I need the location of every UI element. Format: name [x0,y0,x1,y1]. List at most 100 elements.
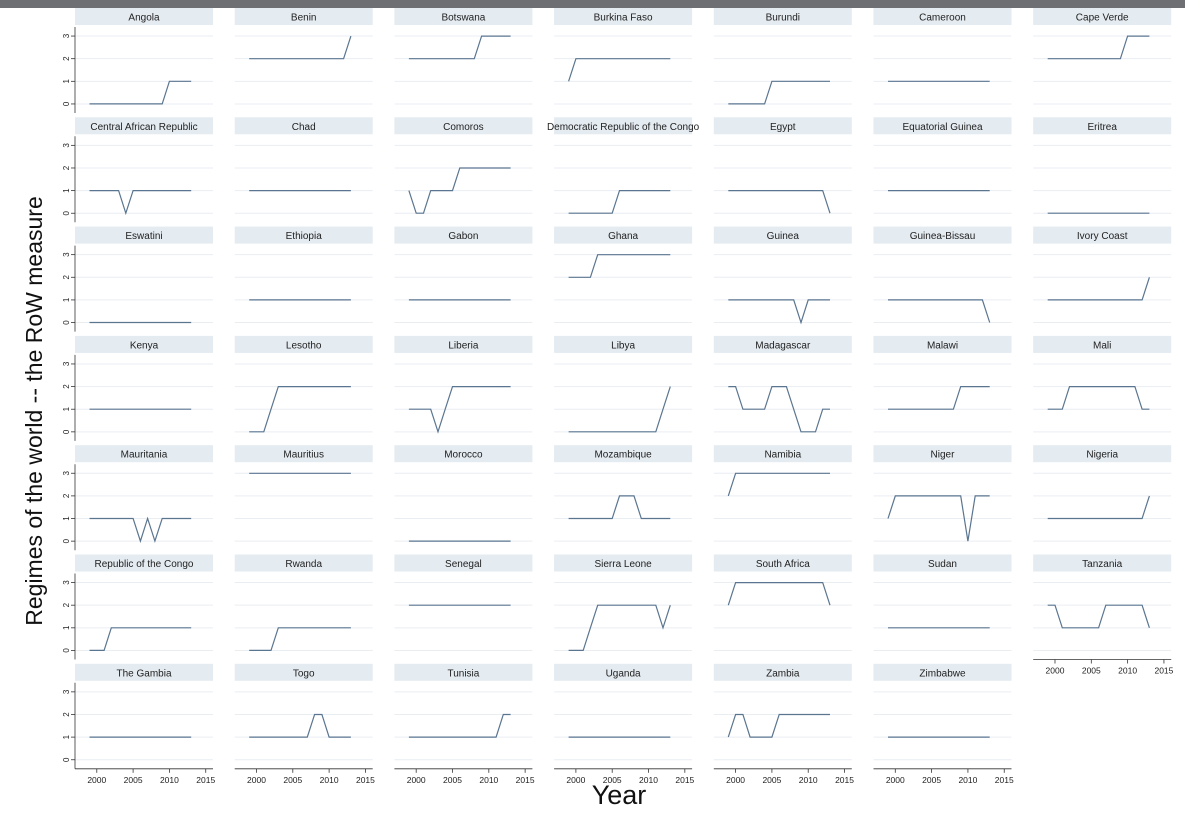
series-line [568,604,671,652]
facet-panel: Equatorial Guinea [873,117,1012,214]
facet-title: Ghana [608,231,638,242]
facet-title: Morocco [444,450,483,461]
series-line [887,495,990,542]
facet-strip [1033,117,1172,135]
series-line [568,386,671,433]
facet-strip [394,663,533,681]
facet-strip [234,335,373,353]
facet-strip [234,117,373,135]
x-tick-label: 2000 [407,775,426,785]
y-tick-label: 0 [62,648,71,653]
facet-title: Kenya [130,340,159,351]
facet-strip [713,117,852,135]
facet-panel: South Africa [713,554,852,651]
facet-title: Cape Verde [1076,13,1129,24]
facet-title: Sierra Leone [594,559,652,570]
facet-title: Zimbabwe [919,668,966,679]
y-tick-label: 3 [62,580,71,585]
facet-strip [75,117,213,135]
facet-panel: Burkina Faso [554,8,693,105]
series-line [408,713,511,738]
facet-strip [713,335,852,353]
facet-strip [1033,554,1172,572]
facet-panel: Ghana [554,226,693,324]
facet-title: Lesotho [286,340,322,351]
facet-panel: Niger [873,445,1012,542]
facet-strip [554,226,693,244]
facet-strip [75,8,213,25]
facet-panel: Uganda 2000 2005 2010 2015 [554,663,695,785]
series-line [249,35,352,60]
facet-strip [713,445,852,463]
y-tick-label: 2 [62,712,71,717]
facet-title: Guinea-Bissau [910,231,976,242]
facet-title: Gabon [448,231,478,242]
x-tick-label: 2015 [995,775,1014,785]
x-tick-label: 2005 [922,775,941,785]
facet-title: Guinea [767,231,800,242]
facet-panel: Mauritania 0 1 2 3 [62,445,213,551]
facet-title: Madagascar [755,340,811,351]
facet-title: Niger [931,450,956,461]
facet-panel: Sierra Leone [554,554,693,652]
facet-title: Angola [128,13,160,24]
facet-strip [394,117,533,135]
facet-title: Botswana [441,13,485,24]
facet-panel: Morocco [394,445,533,542]
facet-strip [873,445,1012,463]
y-tick-label: 2 [62,384,71,389]
facet-title: The Gambia [116,668,171,679]
facet-title: Zambia [766,668,800,679]
facet-panel: Democratic Republic of the Congo [547,117,700,214]
facet-panel: Namibia [713,445,852,542]
y-tick-label: 3 [62,33,71,38]
series-line [1047,277,1150,301]
facet-panel: Madagascar [713,335,852,433]
y-tick-label: 0 [62,757,71,762]
x-tick-label: 2010 [958,775,977,785]
y-tick-label: 2 [62,602,71,607]
x-tick-label: 2005 [1082,666,1101,676]
y-tick-label: 2 [62,275,71,280]
facet-strip [713,663,852,681]
facet-strip [234,445,373,463]
facet-title: Chad [292,122,316,133]
y-tick-label: 2 [62,493,71,498]
facet-title: Togo [293,668,315,679]
y-tick-label: 3 [62,470,71,475]
facet-title: Mozambique [594,450,652,461]
y-tick-label: 2 [62,165,71,170]
facet-title: Ivory Coast [1077,231,1128,242]
series-line [89,516,192,544]
facet-panel: Benin [234,8,373,105]
panels: Angola 0 1 2 3 Benin Botswana Burkina Faso Burun… [62,8,1174,785]
facet-strip [554,663,693,681]
facet-title: Mauritania [121,450,168,461]
series-line [728,80,830,105]
x-tick-label: 2005 [124,775,143,785]
y-tick-label: 1 [62,188,71,193]
facet-title: Eritrea [1087,122,1117,133]
facet-title: Mali [1093,340,1111,351]
facet-title: Tanzania [1082,559,1122,570]
facet-strip [713,554,852,572]
facet-panel: Ivory Coast [1033,226,1172,324]
y-tick-label: 1 [62,297,71,302]
facet-title: Senegal [445,559,482,570]
facet-panel: Mauritius [234,445,373,542]
facet-title: South Africa [756,559,810,570]
series-line [568,58,671,82]
series-line [408,35,511,60]
facet-panel: Republic of the Congo 0 1 2 3 [62,554,213,660]
facet-panel: Guinea-Bissau [873,226,1012,324]
facet-title: Eswatini [125,231,162,242]
facet-strip [554,8,693,25]
facet-title: Uganda [606,668,641,679]
facet-title: Sudan [928,559,957,570]
series-line [888,299,991,323]
facet-strip [1033,445,1172,463]
x-tick-label: 2005 [283,775,302,785]
facet-title: Rwanda [285,559,322,570]
x-tick-label: 2010 [799,775,818,785]
x-tick-label: 2000 [726,775,745,785]
